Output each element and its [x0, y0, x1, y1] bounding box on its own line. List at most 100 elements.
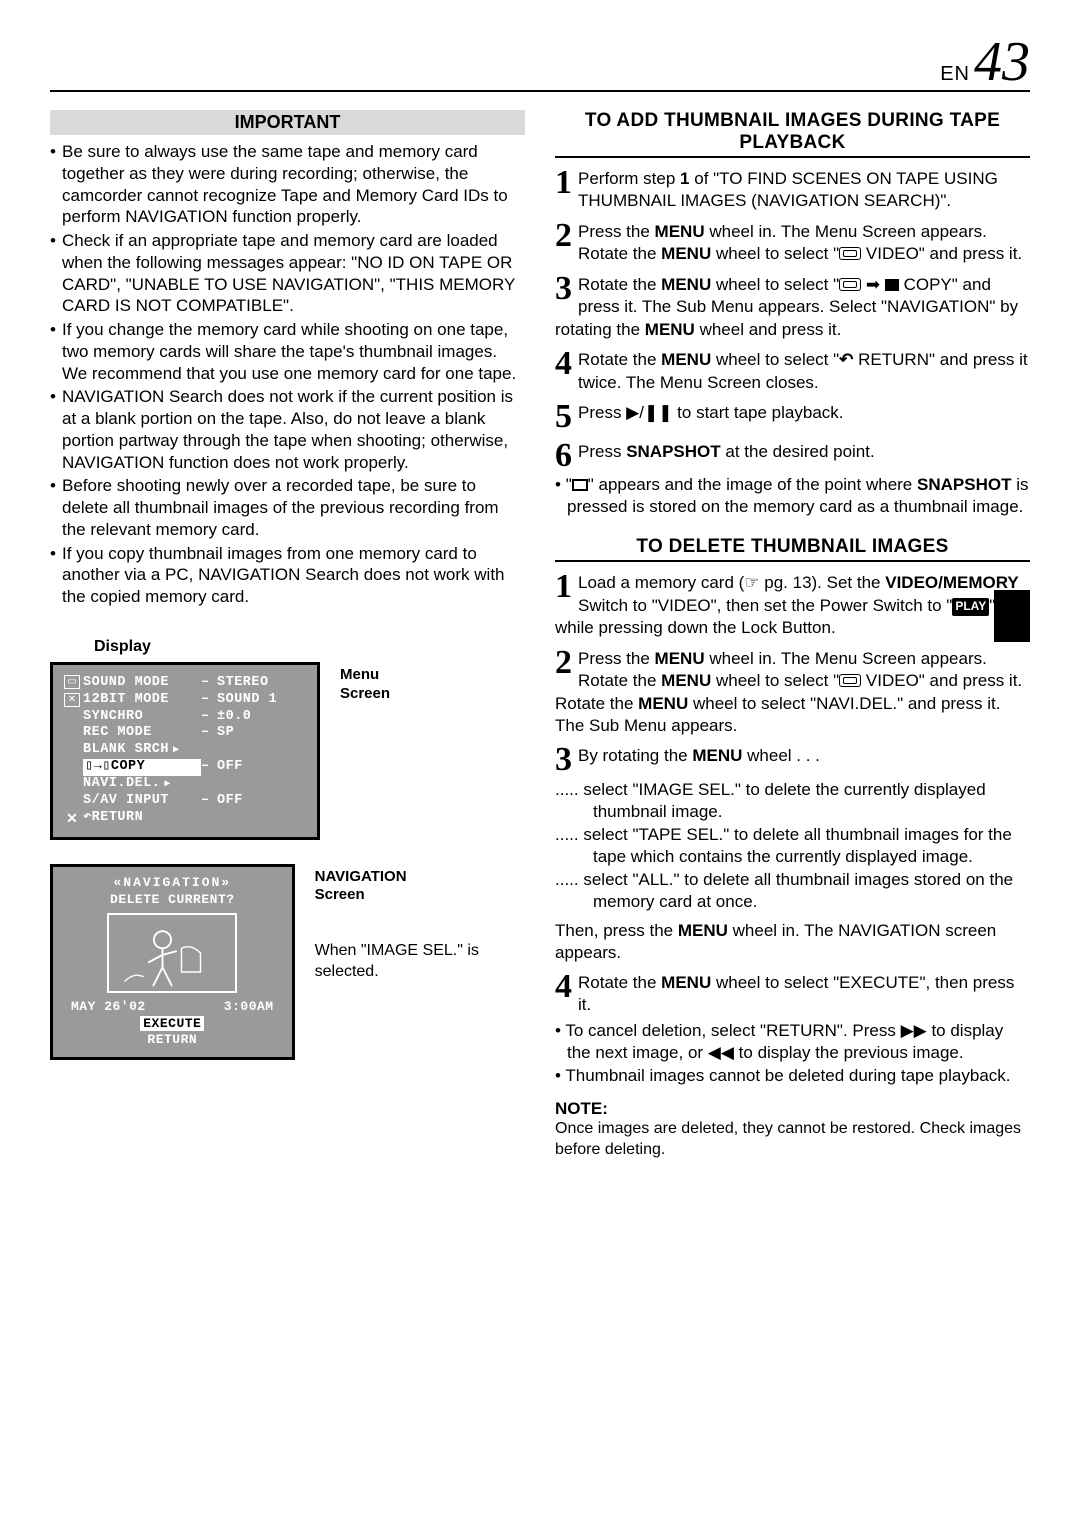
menu-word: MENU [661, 350, 711, 369]
menu-screen-osd: ▭ ✕ ✕ SOUND MODE–STEREO 12BIT MODE–SOUND… [50, 662, 320, 840]
text: Rotate the [578, 350, 661, 369]
frame-icon [572, 479, 588, 491]
osd-key: REC MODE [83, 725, 201, 742]
text: wheel to select " [711, 244, 839, 263]
text: Press [578, 442, 626, 461]
bullet-item: "" appears and the image of the point wh… [555, 474, 1030, 518]
option-item: ..... select "ALL." to delete all thumbn… [555, 869, 1030, 913]
osd-val: ±0.0 [217, 709, 251, 726]
text: Perform step [578, 169, 680, 188]
tape-icon [839, 278, 861, 291]
tape-icon [839, 247, 861, 260]
osd-key: BLANK SRCH [83, 742, 201, 759]
return-icon: ↶ [839, 349, 853, 371]
menu-screen-row: ▭ ✕ ✕ SOUND MODE–STEREO 12BIT MODE–SOUND… [50, 662, 525, 840]
step: 1 Perform step 1 of "TO FIND SCENES ON T… [555, 168, 1030, 213]
step: 6 Press SNAPSHOT at the desired point. [555, 441, 1030, 472]
nav-prompt: DELETE CURRENT? [65, 892, 280, 907]
bullet-item: If you copy thumbnail images from one me… [50, 543, 525, 608]
osd-val: SP [217, 725, 234, 742]
menu-word: MENU [661, 275, 711, 294]
bullet-item: If you change the memory card while shoo… [50, 319, 525, 384]
bullet-item: Check if an appropriate tape and memory … [50, 230, 525, 317]
step: 3 Rotate the MENU wheel to select " ➡ CO… [555, 274, 1030, 341]
menu-word: MENU [692, 746, 742, 765]
bullet-item: Thumbnail images cannot be deleted durin… [555, 1065, 1030, 1087]
text: Press the [578, 222, 655, 241]
osd-key: SOUND MODE [83, 675, 201, 692]
bold-num: 1 [680, 169, 689, 188]
text: wheel to select " [711, 671, 839, 690]
step: 3 By rotating the MENU wheel . . . [555, 745, 1030, 776]
osd-key: ↶RETURN [83, 810, 201, 827]
step6-bullets: "" appears and the image of the point wh… [555, 474, 1030, 518]
menu-word: MENU [661, 244, 711, 263]
nav-screen-label: NAVIGATION Screen [315, 864, 525, 906]
lang-label: EN [940, 63, 970, 86]
option-item: ..... select "TAPE SEL." to delete all t… [555, 824, 1030, 868]
text: Then, press the [555, 921, 678, 940]
video-memory-word: VIDEO/MEMORY [885, 573, 1019, 592]
display-label: Display [94, 638, 525, 656]
nav-execute: EXECUTE [140, 1016, 204, 1031]
note-heading: NOTE: [555, 1099, 1030, 1119]
step: 4 Rotate the MENU wheel to select "↶ RET… [555, 349, 1030, 394]
right-column: TO ADD THUMBNAIL IMAGES DURING TAPE PLAY… [555, 110, 1030, 1160]
text: " appears and the image of the point whe… [588, 475, 917, 494]
step4-bullets: To cancel deletion, select "RETURN". Pre… [555, 1020, 1030, 1087]
text: Press ▶/❚❚ to start tape playback. [578, 403, 844, 422]
text: wheel and press it. [695, 320, 841, 339]
osd-val: OFF [217, 759, 243, 776]
osd-val: SOUND 1 [217, 692, 277, 709]
menu-word: MENU [638, 694, 688, 713]
page-header: EN 43 [50, 40, 1030, 92]
note-body: Once images are deleted, they cannot be … [555, 1119, 1030, 1161]
m-icon [885, 279, 899, 291]
osd-key: NAVI.DEL. [83, 776, 201, 793]
bullet-item: NAVIGATION Search does not work if the c… [50, 386, 525, 473]
step: 1 Load a memory card (☞ pg. 13). Set the… [555, 572, 1030, 639]
nav-date: MAY 26'02 [71, 999, 146, 1014]
snapshot-word: SNAPSHOT [626, 442, 720, 461]
osd-key: ▯→▯COPY [83, 759, 201, 776]
menu-word: MENU [678, 921, 728, 940]
text: By rotating the [578, 746, 692, 765]
osd-side-icon: ✕ [66, 810, 78, 827]
step: 4 Rotate the MENU wheel to select "EXECU… [555, 972, 1030, 1017]
nav-screen-osd: «NAVIGATION» DELETE CURRENT? MAY 26'0 [50, 864, 295, 1060]
nav-title: «NAVIGATION» [65, 875, 280, 890]
osd-key: SYNCHRO [83, 709, 201, 726]
bullet-item: Before shooting newly over a recorded ta… [50, 475, 525, 540]
text: Rotate the [578, 275, 661, 294]
osd-val: STEREO [217, 675, 269, 692]
snapshot-word: SNAPSHOT [917, 475, 1011, 494]
menu-word: MENU [661, 671, 711, 690]
tape-icon [839, 674, 861, 687]
text: Press the [578, 649, 655, 668]
text: at the desired point. [721, 442, 875, 461]
osd-val: OFF [217, 793, 243, 810]
menu-word: MENU [655, 649, 705, 668]
section-heading: TO DELETE THUMBNAIL IMAGES [555, 536, 1030, 562]
menu-word: MENU [645, 320, 695, 339]
important-bullets: Be sure to always use the same tape and … [50, 141, 525, 608]
menu-word: MENU [661, 973, 711, 992]
nav-screen-row: «NAVIGATION» DELETE CURRENT? MAY 26'0 [50, 864, 525, 1060]
important-heading: IMPORTANT [50, 110, 525, 135]
bullet-item: Be sure to always use the same tape and … [50, 141, 525, 228]
nav-time: 3:00AM [224, 999, 274, 1014]
nav-return: RETURN [65, 1032, 280, 1047]
text: wheel . . . [742, 746, 819, 765]
play-icon: PLAY [952, 598, 989, 616]
text: Load a memory card (☞ pg. 13). Set the [578, 573, 885, 592]
page: EN 43 IMPORTANT Be sure to always use th… [50, 40, 1030, 1160]
bullet-item: To cancel deletion, select "RETURN". Pre… [555, 1020, 1030, 1064]
section-heading: TO ADD THUMBNAIL IMAGES DURING TAPE PLAY… [555, 110, 1030, 158]
menu-screen-label: Menu Screen [340, 662, 390, 704]
osd-key: S/AV INPUT [83, 793, 201, 810]
step3-options: ..... select "IMAGE SEL." to delete the … [555, 779, 1030, 914]
text: VIDEO" and press it. [861, 244, 1022, 263]
nav-note: When "IMAGE SEL." is selected. [315, 941, 525, 983]
step: 5 Press ▶/❚❚ to start tape playback. [555, 402, 1030, 433]
step: 2 Press the MENU wheel in. The Menu Scre… [555, 221, 1030, 266]
